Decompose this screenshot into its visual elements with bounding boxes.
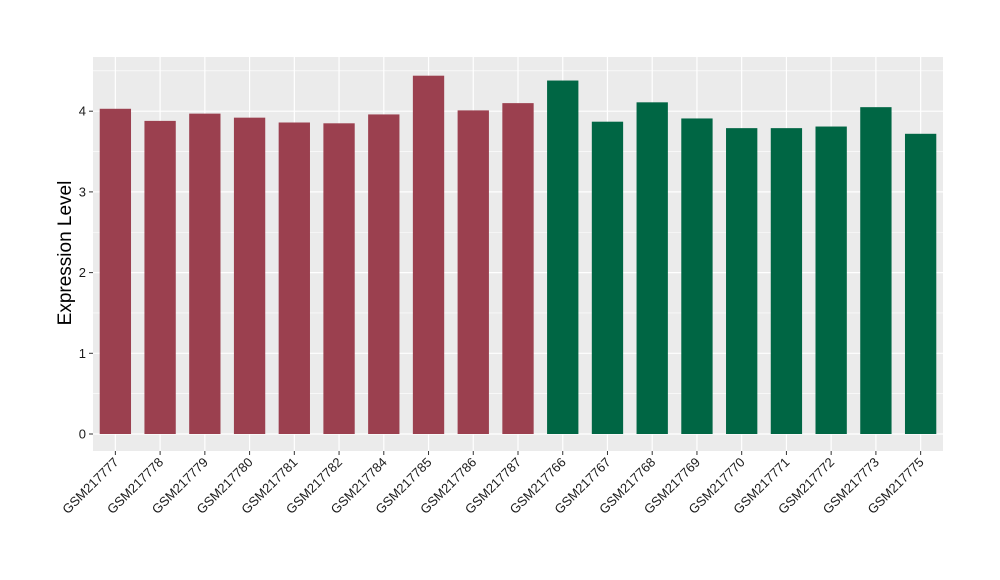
y-tick-label: 4 xyxy=(79,104,86,119)
bar-GSM217775 xyxy=(904,133,937,434)
bar-GSM217785 xyxy=(412,75,445,434)
bar-GSM217784 xyxy=(368,114,400,434)
bar-GSM217768 xyxy=(636,102,668,434)
bar-GSM217778 xyxy=(144,120,176,434)
bar-GSM217773 xyxy=(860,107,892,434)
bar-GSM217786 xyxy=(457,110,489,434)
y-tick-label: 0 xyxy=(79,427,86,442)
bar-GSM217766 xyxy=(547,80,579,434)
bar-GSM217769 xyxy=(681,118,713,434)
bar-GSM217787 xyxy=(502,103,534,434)
bars xyxy=(99,75,937,435)
bar-GSM217771 xyxy=(770,128,803,434)
bar-GSM217777 xyxy=(99,108,132,435)
bar-GSM217782 xyxy=(323,123,355,435)
bar-GSM217772 xyxy=(815,126,847,435)
y-tick-label: 1 xyxy=(79,346,86,361)
y-tick-label: 2 xyxy=(79,265,86,280)
bar-GSM217767 xyxy=(591,121,624,434)
bar-GSM217781 xyxy=(278,122,310,435)
bar-GSM217780 xyxy=(233,117,266,434)
x-axis: GSM217777GSM217778GSM217779GSM217780GSM2… xyxy=(59,451,927,517)
bar-GSM217770 xyxy=(726,128,758,434)
y-tick-label: 3 xyxy=(79,184,86,199)
bar-GSM217779 xyxy=(189,113,221,434)
y-axis: 0 1 2 3 4 xyxy=(79,104,93,442)
y-axis-title: Expression Level xyxy=(55,181,76,326)
